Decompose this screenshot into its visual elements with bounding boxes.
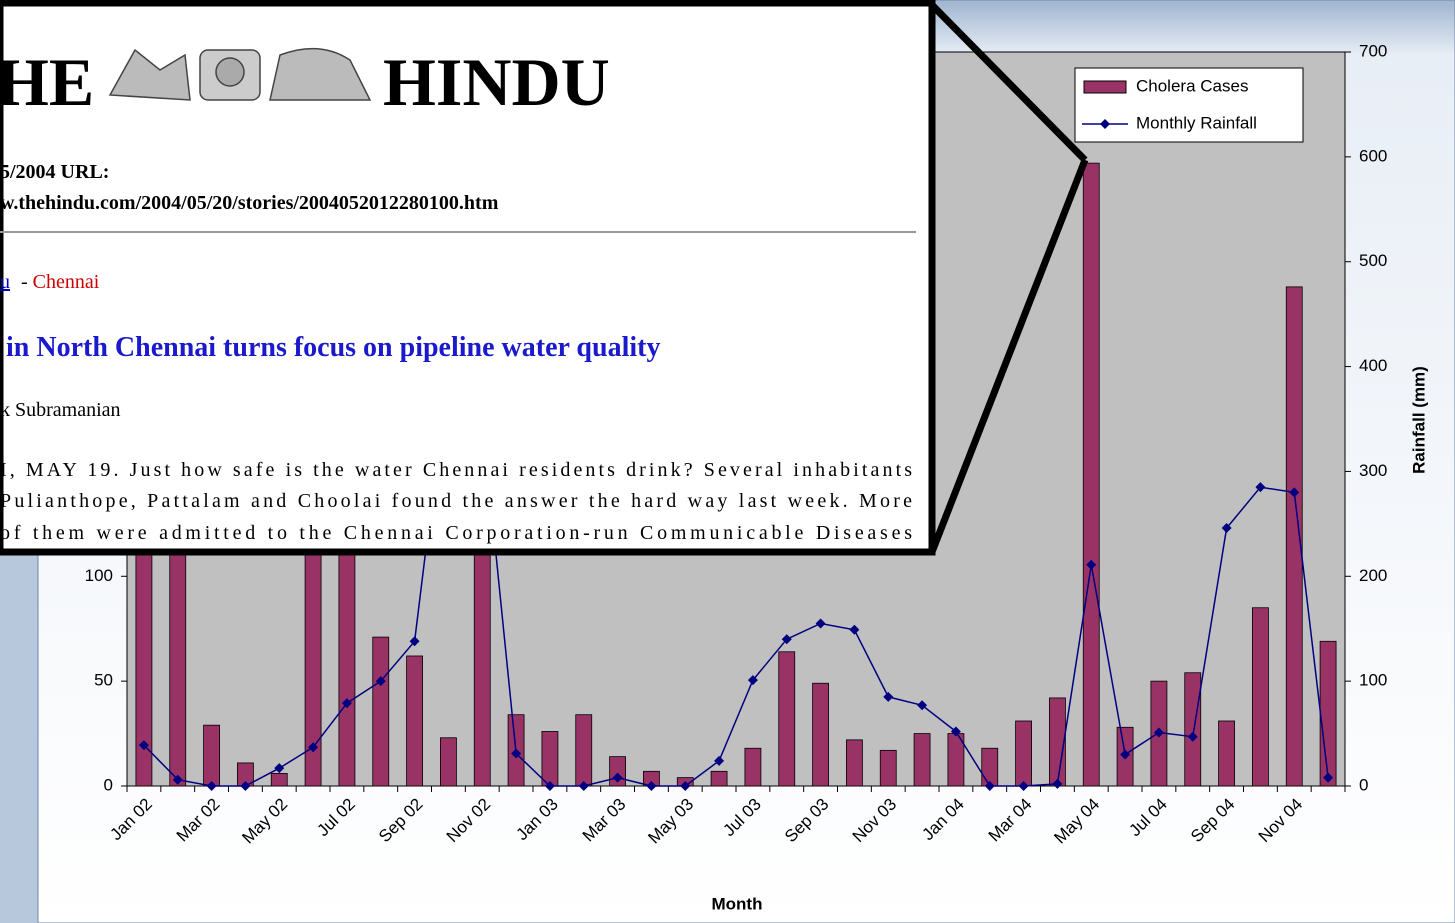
rainfall-point	[308, 742, 319, 753]
legend-box	[1074, 67, 1304, 143]
y2-tick-label: 100	[1359, 671, 1387, 690]
newspaper-clipping: HE HINDU 5/2004 URL: w.thehindu.com/2004…	[0, 0, 1089, 556]
rainfall-point	[1255, 482, 1266, 493]
clipping-content: HE HINDU 5/2004 URL: w.thehindu.com/2004…	[0, 44, 916, 544]
rainfall-point	[849, 624, 860, 635]
bar	[812, 682, 829, 787]
bar	[710, 770, 728, 787]
rainfall-point	[240, 781, 251, 791]
rainfall-point	[1289, 487, 1300, 498]
bar	[270, 773, 288, 787]
rainfall-point	[984, 781, 995, 791]
bar	[1049, 697, 1066, 787]
body-line: I, MAY 19. Just how safe is the water Ch…	[0, 459, 912, 481]
rainfall-point	[917, 700, 928, 711]
rainfall-point	[409, 636, 420, 647]
rainfall-point	[1052, 778, 1063, 789]
bar	[1082, 162, 1100, 787]
bar	[440, 737, 457, 787]
rainfall-point	[1323, 772, 1334, 783]
callout-line	[928, 158, 1089, 554]
rainfall-point	[544, 781, 555, 791]
y2-tick-label: 500	[1359, 251, 1387, 270]
body-line: Pulianthope, Pattalam and Choolai found …	[0, 490, 912, 512]
body-line: of them were admitted to the Chennai Cor…	[0, 522, 912, 544]
bar	[1218, 720, 1235, 787]
bar	[1015, 720, 1032, 787]
byline: k Subramanian	[0, 399, 121, 421]
y2-tick-label: 600	[1359, 146, 1387, 165]
section-city: Chennai	[33, 271, 100, 293]
x-axis-title: Month	[712, 894, 763, 913]
rainfall-point	[172, 774, 183, 785]
bar	[575, 714, 593, 787]
rainfall-point	[578, 781, 589, 791]
rainfall-point	[1153, 727, 1164, 738]
rainfall-point	[747, 675, 758, 686]
section: u - Chennai	[0, 271, 100, 293]
y2-tick-label: 200	[1359, 566, 1387, 585]
masthead: HE	[0, 44, 94, 120]
section-separator: -	[21, 271, 33, 293]
rainfall-point	[883, 691, 894, 702]
rainfall-point	[1221, 523, 1232, 534]
legend-label: Monthly Rainfall	[1136, 113, 1257, 132]
rainfall-point	[714, 755, 725, 766]
rainfall-point	[950, 726, 961, 737]
rainfall-point	[511, 748, 522, 759]
bar	[1285, 286, 1303, 787]
rainfall-point	[781, 634, 792, 645]
rainfall-point	[1018, 781, 1029, 791]
bar	[744, 747, 762, 787]
bar	[879, 749, 897, 787]
bar	[913, 733, 931, 787]
rainfall-point	[680, 781, 691, 791]
y2-tick-label: 700	[1359, 41, 1387, 60]
rainfall-point	[274, 763, 285, 774]
rainfall-point	[375, 676, 386, 687]
y2-axis-title: Rainfall (mm)	[1409, 366, 1428, 474]
y-tick-label: 100	[85, 566, 113, 585]
legend: Cholera Cases Monthly Rainfall	[1074, 67, 1304, 143]
bar	[372, 636, 390, 787]
y2-tick-label: 0	[1359, 775, 1368, 794]
rainfall-line	[143, 364, 1329, 787]
headline: in North Chennai turns focus on pipeline…	[6, 332, 660, 363]
rainfall-point	[1187, 731, 1198, 742]
legend-swatch	[1100, 119, 1110, 129]
section-link[interactable]: u	[0, 271, 10, 293]
bar	[406, 655, 423, 787]
bar	[1252, 607, 1269, 787]
bar	[778, 651, 796, 787]
masthead: HINDU	[383, 44, 610, 120]
y2-tick-label: 400	[1359, 356, 1387, 375]
legend-swatch	[1083, 80, 1127, 94]
rainfall-point	[1120, 749, 1131, 760]
rainfall-point	[206, 781, 217, 791]
rainfall-point	[646, 781, 657, 791]
bar	[541, 731, 559, 787]
bar	[203, 724, 220, 787]
bar	[981, 747, 999, 787]
rainfall-point	[341, 698, 352, 709]
rainfall-point	[815, 618, 826, 629]
y2-tick-label: 300	[1359, 461, 1387, 480]
bar	[1319, 640, 1337, 787]
callout-line	[929, 2, 1088, 163]
rainfall-point	[1086, 559, 1097, 570]
y-tick-label: 0	[104, 775, 113, 794]
url: w.thehindu.com/2004/05/20/stories/200405…	[0, 192, 499, 214]
rainfall-point	[138, 740, 149, 751]
legend-label: Cholera Cases	[1136, 76, 1248, 95]
y-tick-label: 50	[94, 671, 113, 690]
rainfall-point	[612, 772, 623, 783]
date-line: 5/2004 URL:	[0, 161, 109, 183]
bar	[1184, 672, 1202, 787]
bar	[846, 739, 863, 787]
emblem	[108, 47, 372, 101]
